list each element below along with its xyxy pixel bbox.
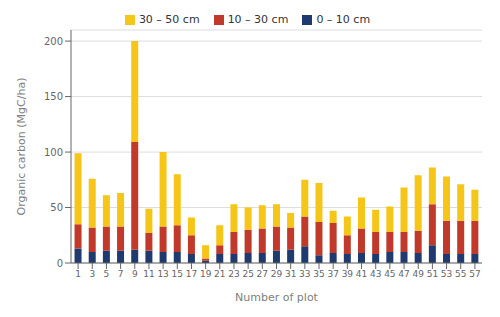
svg-text:1: 1 bbox=[75, 269, 81, 279]
svg-text:57: 57 bbox=[469, 269, 480, 279]
html-text:10 – 30 cm: 10 – 30 cm bbox=[227, 13, 289, 26]
svg-text:23: 23 bbox=[228, 269, 239, 279]
svg-text:50: 50 bbox=[50, 202, 63, 213]
svg-text:3: 3 bbox=[89, 269, 95, 279]
html-text:30 – 50 cm: 30 – 50 cm bbox=[138, 13, 200, 26]
svg-text:17: 17 bbox=[186, 269, 197, 279]
svg-text:33: 33 bbox=[299, 269, 310, 279]
svg-text:15: 15 bbox=[172, 269, 183, 279]
html-text:0 – 10 cm: 0 – 10 cm bbox=[316, 13, 371, 26]
svg-text:35: 35 bbox=[313, 269, 324, 279]
svg-text:27: 27 bbox=[257, 269, 268, 279]
svg-text:49: 49 bbox=[412, 269, 424, 279]
svg-text:45: 45 bbox=[384, 269, 395, 279]
svg-text:200: 200 bbox=[44, 36, 63, 47]
svg-text:150: 150 bbox=[44, 91, 63, 102]
svg-text:39: 39 bbox=[342, 269, 354, 279]
svg-text:51: 51 bbox=[427, 269, 438, 279]
svg-text:29: 29 bbox=[271, 269, 283, 279]
svg-text:25: 25 bbox=[242, 269, 253, 279]
svg-text:55: 55 bbox=[455, 269, 466, 279]
svg-text:37: 37 bbox=[327, 269, 338, 279]
svg-text:21: 21 bbox=[214, 269, 225, 279]
svg-text:11: 11 bbox=[143, 269, 154, 279]
svg-text:5: 5 bbox=[104, 269, 110, 279]
svg-text:31: 31 bbox=[285, 269, 296, 279]
svg-text:41: 41 bbox=[356, 269, 367, 279]
svg-text:43: 43 bbox=[370, 269, 381, 279]
svg-text:100: 100 bbox=[44, 147, 63, 158]
svg-text:47: 47 bbox=[398, 269, 409, 279]
svg-text:13: 13 bbox=[157, 269, 168, 279]
svg-text:Organic carbon (MgC/ha): Organic carbon (MgC/ha) bbox=[15, 78, 28, 216]
svg-text:7: 7 bbox=[118, 269, 124, 279]
svg-text:Number of plot: Number of plot bbox=[235, 291, 319, 304]
svg-text:19: 19 bbox=[200, 269, 212, 279]
svg-text:0: 0 bbox=[57, 258, 63, 269]
svg-text:9: 9 bbox=[132, 269, 138, 279]
svg-text:53: 53 bbox=[441, 269, 452, 279]
